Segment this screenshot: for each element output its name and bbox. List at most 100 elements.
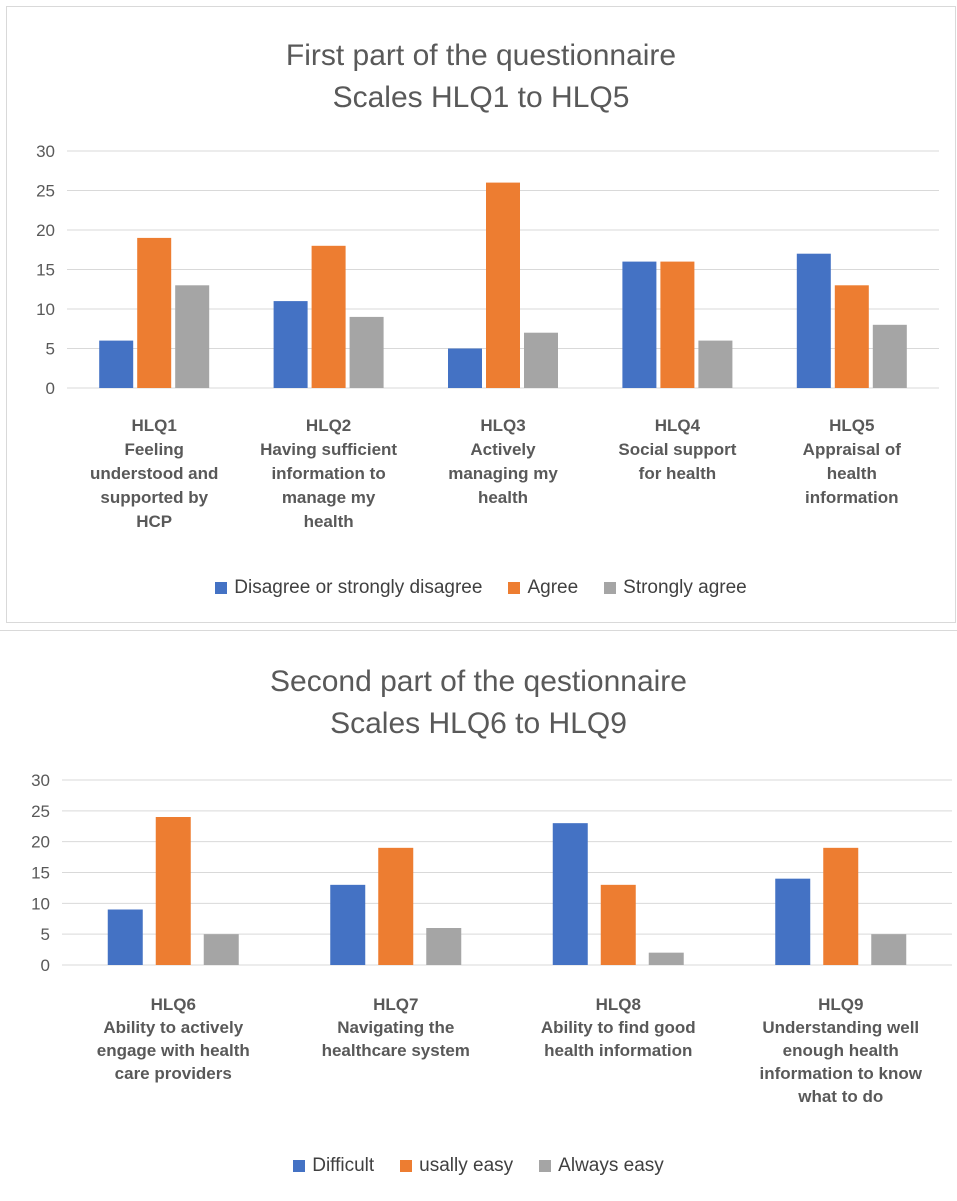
bar-strongly-agree (698, 340, 733, 388)
chart-2-plot: 0 5 10 15 20 25 30 HLQ6 Ability to actively engag… (31, 771, 952, 1106)
category-label: HLQ4 (655, 416, 701, 435)
bar-usally-easy (155, 817, 191, 965)
category-label: information (805, 488, 899, 507)
bar-strongly-agree (349, 316, 384, 388)
category-label: HLQ7 (373, 995, 418, 1014)
legend-swatch-orange (508, 582, 521, 594)
legend-label: usally easy (419, 1155, 514, 1176)
legend-label: Difficult (312, 1155, 375, 1176)
y-tick-label: 0 (41, 956, 50, 975)
y-tick-label: 0 (46, 379, 55, 398)
bar-disagree-or-strongly-disagree (99, 340, 134, 388)
category-label: Actively (470, 440, 536, 459)
category-label: for health (639, 464, 716, 483)
category-label: Having sufficient (260, 440, 397, 459)
category-label: enough health (783, 1041, 899, 1060)
category-label: care providers (115, 1064, 232, 1083)
legend-item: usally easy (400, 1155, 513, 1177)
y-tick-label: 25 (36, 182, 55, 201)
category-label: HLQ1 (132, 416, 177, 435)
bar-agree (834, 285, 869, 388)
category-label: HLQ5 (829, 416, 874, 435)
legend-item: Agree (508, 577, 578, 599)
bar-always-easy (648, 952, 684, 965)
bar-difficult (107, 909, 143, 965)
legend-item: Disagree or strongly disagree (215, 577, 482, 599)
y-tick-label: 30 (36, 142, 55, 161)
legend-label: Always easy (558, 1155, 664, 1176)
category-label: what to do (797, 1087, 883, 1106)
legend-item: Strongly agree (604, 577, 747, 599)
y-tick-label: 15 (31, 864, 50, 883)
legend-label: Disagree or strongly disagree (234, 577, 483, 598)
legend-label: Strongly agree (623, 577, 747, 598)
y-tick-label: 30 (31, 771, 50, 790)
category-label: health (478, 488, 528, 507)
chart-1-legend: Disagree or strongly disagree Agree Stro… (7, 577, 955, 599)
category-label: Social support (618, 440, 736, 459)
category-label: supported by (100, 488, 208, 507)
category-label: Ability to find good (541, 1018, 696, 1037)
category-label: information to know (760, 1064, 923, 1083)
y-tick-label: 10 (31, 894, 50, 913)
bar-usally-easy (378, 847, 414, 965)
bar-disagree-or-strongly-disagree (448, 348, 482, 388)
category-label: HLQ2 (306, 416, 351, 435)
bar-agree (660, 261, 695, 388)
bar-agree (311, 245, 346, 388)
chart-2-title-line-1: Second part of the qestionnaire (270, 665, 687, 698)
bar-disagree-or-strongly-disagree (273, 301, 308, 388)
y-tick-label: 10 (36, 300, 55, 319)
legend-swatch-gray (539, 1160, 552, 1172)
bar-always-easy (426, 928, 462, 965)
category-label: engage with health (97, 1041, 250, 1060)
bar-difficult (775, 878, 811, 965)
legend-swatch-orange (400, 1160, 413, 1172)
chart-2-legend: Difficult usally easy Always easy (0, 1155, 957, 1177)
chart-2-title-line-2: Scales HLQ6 to HLQ9 (330, 707, 627, 740)
legend-item: Always easy (539, 1155, 664, 1177)
category-label: Ability to actively (103, 1018, 243, 1037)
chart-1-title-line-2: Scales HLQ1 to HLQ5 (332, 81, 630, 114)
bar-strongly-agree (872, 324, 907, 388)
bar-always-easy (871, 934, 907, 965)
bar-strongly-agree (524, 332, 558, 388)
category-label: HLQ6 (151, 995, 196, 1014)
bar-usally-easy (600, 884, 636, 965)
bar-difficult (552, 823, 588, 965)
bar-difficult (330, 884, 366, 965)
bar-agree (486, 182, 520, 388)
chart-panel-2: Second part of the qestionnaire Scales H… (0, 630, 957, 1197)
chart-panel-1: First part of the questionnaire Scales H… (6, 6, 956, 623)
y-tick-label: 20 (36, 221, 55, 240)
category-label: Understanding well (762, 1018, 919, 1037)
category-label: HLQ8 (596, 995, 641, 1014)
category-label: information to (271, 464, 385, 483)
legend-swatch-blue (293, 1160, 306, 1172)
chart-1-plot: 0 5 10 15 20 25 30 HLQ1 Feeling understood and sup… (36, 142, 939, 531)
bar-agree (137, 237, 172, 388)
y-tick-label: 20 (31, 833, 50, 852)
y-tick-label: 5 (46, 340, 55, 359)
category-label: manage my (282, 488, 376, 507)
bar-usally-easy (823, 847, 859, 965)
category-label: Feeling (124, 440, 184, 459)
category-label: health information (544, 1041, 692, 1060)
category-label: Navigating the (337, 1018, 454, 1037)
y-tick-label: 25 (31, 802, 50, 821)
chart-1-title-line-1: First part of the questionnaire (285, 39, 677, 72)
category-label: understood and (90, 464, 218, 483)
bar-disagree-or-strongly-disagree (622, 261, 657, 388)
y-tick-label: 15 (36, 261, 55, 280)
category-label: HLQ3 (480, 416, 525, 435)
legend-swatch-blue (215, 582, 228, 594)
category-label: health (304, 512, 354, 531)
legend-item: Difficult (293, 1155, 374, 1177)
category-label: HCP (136, 512, 172, 531)
category-label: managing my (448, 464, 558, 483)
category-label: HLQ9 (818, 995, 863, 1014)
bar-disagree-or-strongly-disagree (796, 253, 831, 388)
legend-swatch-gray (604, 582, 617, 594)
legend-label: Agree (527, 577, 579, 598)
y-tick-label: 5 (41, 925, 50, 944)
